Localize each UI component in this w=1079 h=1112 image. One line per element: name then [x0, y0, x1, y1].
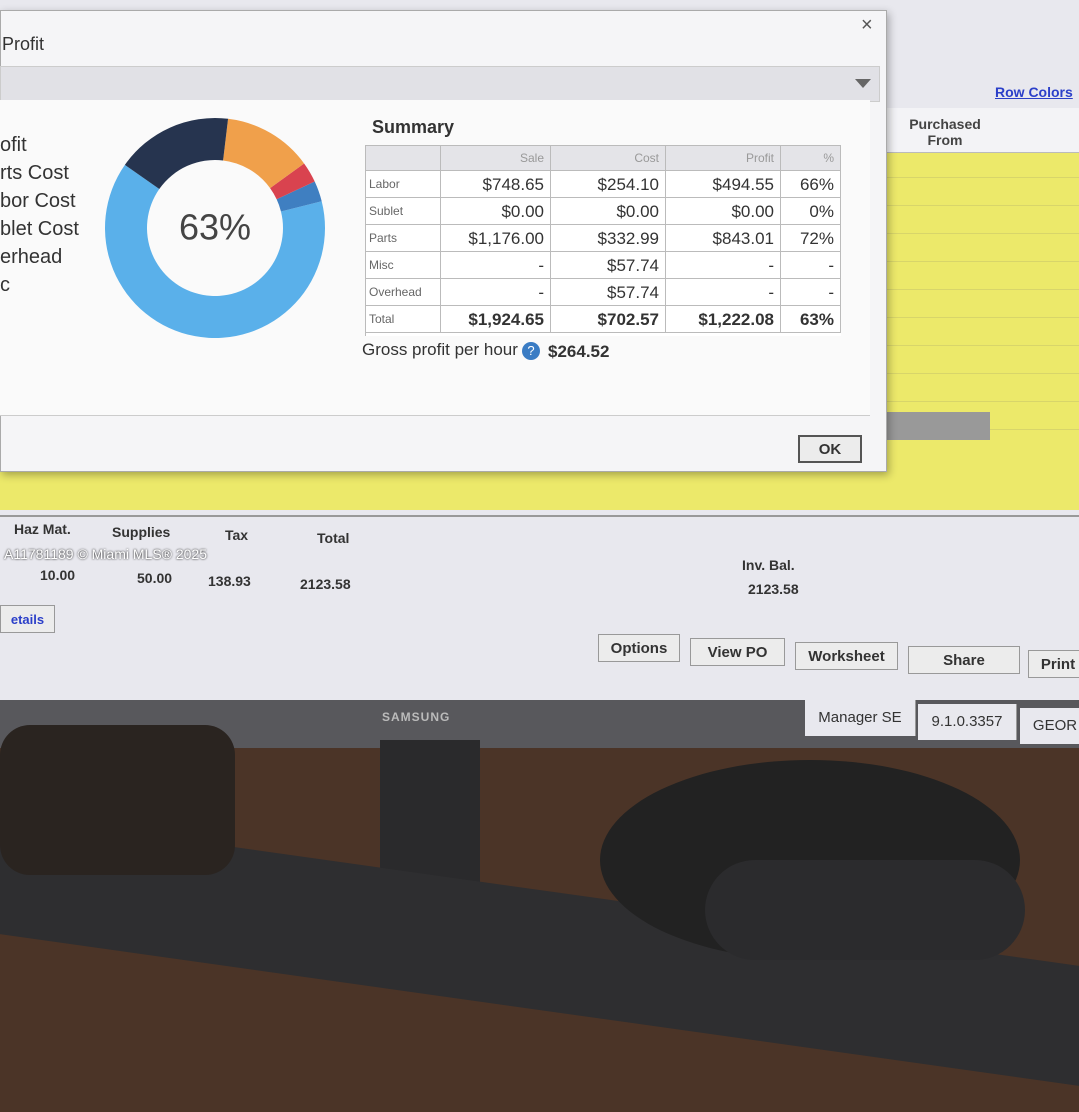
table-cell: $332.99	[551, 225, 666, 252]
button[interactable]: Options	[598, 634, 680, 662]
brand: SAMSUNG	[382, 710, 451, 724]
gross-profit-label: Gross profit per hour	[362, 340, 518, 359]
totals-value: 138.93	[208, 573, 251, 589]
table-cell: -	[666, 252, 781, 279]
status-field: 9.1.0.3357	[918, 704, 1017, 740]
button[interactable]: Print	[1028, 650, 1079, 678]
table-cell: 0%	[781, 198, 841, 225]
legend-label: blet Cost	[0, 218, 79, 240]
donut-segment	[124, 118, 229, 189]
table-cell: -	[781, 279, 841, 306]
button[interactable]: Worksheet	[795, 642, 898, 670]
donut-segment	[276, 181, 322, 212]
status-field: Manager SE	[805, 700, 916, 736]
row-colors-link[interactable]: Row Colors	[995, 84, 1073, 100]
table-cell: $57.74	[551, 279, 666, 306]
totals-value: 10.00	[40, 567, 76, 583]
legend-label: rts Cost	[0, 162, 69, 184]
table-header-cell	[366, 146, 441, 171]
table-cell: $254.10	[551, 171, 666, 198]
close-button[interactable]: ×	[861, 14, 873, 36]
donut-center-label: 63%	[179, 207, 251, 248]
watermark: A11781189 © Miami MLS® 2025	[4, 546, 207, 562]
legend-label: ofit	[0, 134, 27, 156]
table-cell: 63%	[781, 306, 841, 333]
inv-bal-value: 2123.58	[748, 581, 799, 597]
status-field: GEOR	[1020, 708, 1079, 744]
table-cell: Parts	[366, 225, 441, 252]
gross-profit-value: $264.52	[548, 342, 610, 361]
ok-button[interactable]: OK	[798, 435, 862, 463]
table-cell: Overhead	[366, 279, 441, 306]
table-cell: Profit	[666, 146, 781, 171]
grid-header	[880, 108, 1079, 153]
dropdown-caret	[855, 79, 871, 88]
table-cell: $1,222.08	[666, 306, 781, 333]
table-cell: Total	[366, 306, 441, 333]
table-cell: $57.74	[551, 252, 666, 279]
legend-label: erhead	[0, 246, 63, 268]
donut-segment	[105, 164, 325, 338]
legend-label: c	[0, 274, 10, 296]
dropdown[interactable]	[0, 66, 880, 102]
separator	[0, 515, 1079, 517]
wrist-rest	[705, 860, 1025, 960]
totals-value: 2123.58	[300, 576, 351, 592]
summary-table: Sale Cost Profit% Labor $748.65 $254.10 $494.5…	[365, 145, 841, 336]
table-cell: -	[666, 279, 781, 306]
totals-header: Total	[317, 530, 350, 546]
table-cell: $843.01	[666, 225, 781, 252]
table-cell: Sale	[441, 146, 551, 171]
table-cell: $494.55	[666, 171, 781, 198]
table-cell: $0.00	[441, 198, 551, 225]
gray-cell	[876, 412, 990, 440]
details-button[interactable]: etails	[0, 605, 55, 633]
table-cell: $1,176.00	[441, 225, 551, 252]
summary-title: Summary	[372, 117, 455, 137]
table-cell: $748.65	[441, 171, 551, 198]
inv-bal-label: Inv. Bal.	[742, 557, 795, 573]
donut-chart: 63%	[105, 118, 325, 338]
button[interactable]: Share	[908, 646, 1020, 674]
legend-label: bor Cost	[0, 190, 76, 212]
table-cell: $0.00	[551, 198, 666, 225]
table-cell: -	[441, 279, 551, 306]
table-cell: %	[781, 146, 841, 171]
totals-value: 50.00	[137, 570, 173, 586]
dialog-title: Profit	[2, 34, 45, 54]
totals-header: Tax	[225, 527, 249, 543]
help-icon[interactable]: ?	[522, 342, 540, 360]
table-cell: $0.00	[666, 198, 781, 225]
table-cell: -	[781, 252, 841, 279]
table-cell: Labor	[366, 171, 441, 198]
button[interactable]: View PO	[690, 638, 785, 666]
table-cell: Cost	[551, 146, 666, 171]
donut-segment	[270, 163, 315, 200]
table-cell: Sublet	[366, 198, 441, 225]
totals-header: Supplies	[112, 524, 171, 540]
donut-segment	[223, 118, 305, 189]
table-cell: -	[441, 252, 551, 279]
table-cell: $702.57	[551, 306, 666, 333]
table-cell: Misc	[366, 252, 441, 279]
column-header: Purchased From	[909, 116, 981, 148]
totals-header: Haz Mat.	[14, 521, 71, 537]
table-cell: $1,924.65	[441, 306, 551, 333]
table-cell: 72%	[781, 225, 841, 252]
card-reader	[0, 725, 235, 875]
table-cell: 66%	[781, 171, 841, 198]
